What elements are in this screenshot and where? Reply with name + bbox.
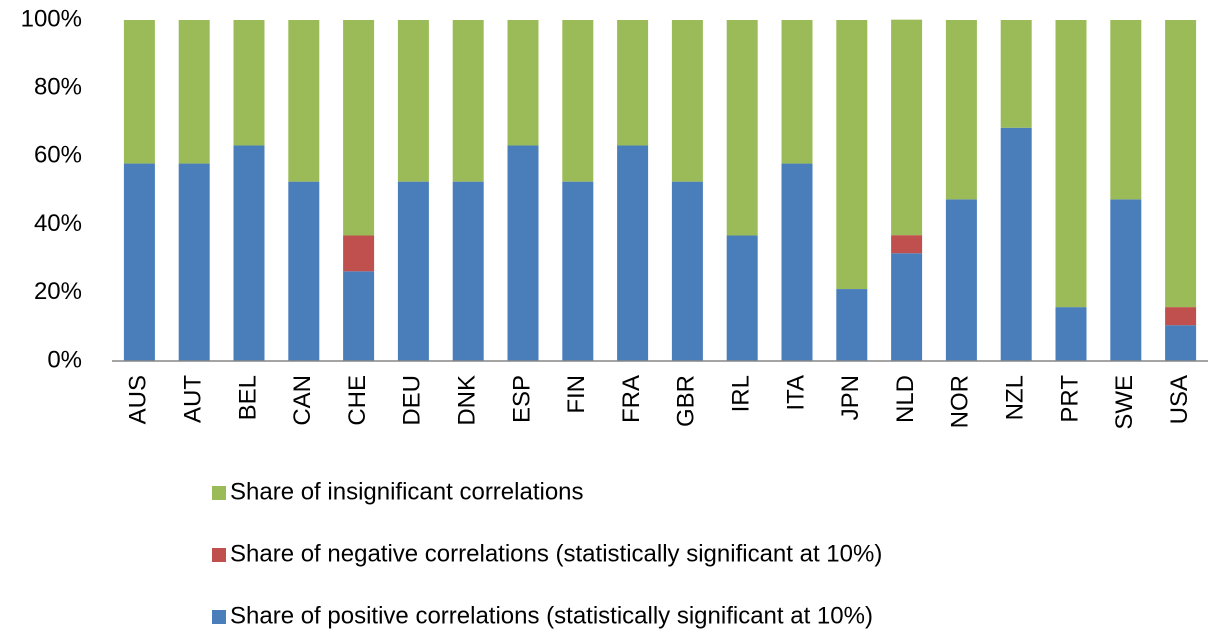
x-tick-label: USA	[1166, 375, 1193, 424]
bar-segment	[726, 20, 758, 236]
x-tick-label: CAN	[289, 375, 316, 426]
bar-segment	[343, 20, 375, 236]
bar-segment	[452, 181, 484, 361]
bar-segment	[781, 163, 813, 361]
bar-segment	[945, 20, 977, 200]
bar-segment	[233, 145, 265, 361]
x-tick-label: PRT	[1056, 375, 1083, 423]
y-tick-label: 0%	[47, 346, 82, 373]
bar-segment	[1055, 307, 1087, 361]
bar-segment	[397, 20, 429, 182]
x-tick-label: BEL	[234, 375, 261, 420]
bar-segment	[343, 235, 375, 272]
x-tick-label: NOR	[947, 375, 974, 428]
bar-segment	[671, 20, 703, 182]
legend-label: Share of insignificant correlations	[230, 478, 584, 505]
bar-segment	[178, 20, 210, 164]
bar-segment	[781, 20, 813, 164]
bar-segment	[123, 163, 155, 361]
bar-segment	[562, 181, 594, 361]
x-tick-label: AUS	[125, 375, 152, 424]
bar-segment	[1110, 20, 1142, 200]
bar-segment	[1000, 20, 1032, 128]
x-tick-label: ESP	[508, 375, 535, 423]
x-tick-label: AUT	[180, 375, 207, 423]
bar-segment	[452, 20, 484, 182]
x-tick-label: DNK	[454, 375, 481, 426]
y-tick-label: 60%	[34, 142, 82, 169]
y-tick-label: 80%	[34, 74, 82, 101]
bar-segment	[836, 20, 868, 290]
x-tick-label: NLD	[892, 375, 919, 423]
bar-segment	[1110, 199, 1142, 361]
legend-swatch	[212, 610, 226, 624]
bar-segment	[507, 145, 539, 361]
y-tick-label: 40%	[34, 210, 82, 237]
bar-segment	[1000, 127, 1032, 361]
bar-segment	[178, 163, 210, 361]
bar-segment	[233, 20, 265, 146]
bar-segment	[617, 145, 649, 361]
x-tick-label: CHE	[344, 375, 371, 426]
legend-label: Share of positive correlations (statisti…	[230, 602, 873, 629]
bar-segment	[891, 19, 923, 236]
bar-segment	[1165, 307, 1197, 326]
x-tick-label: SWE	[1111, 375, 1138, 430]
bar-segment	[1165, 325, 1197, 361]
x-tick-label: ITA	[782, 375, 809, 411]
bar-segment	[288, 181, 320, 361]
bar-segment	[1165, 20, 1197, 308]
x-tick-label: GBR	[673, 375, 700, 427]
legend-swatch	[212, 486, 226, 500]
bar-segment	[507, 20, 539, 146]
bar-segment	[891, 235, 923, 254]
bar-segment	[836, 289, 868, 361]
bar-segment	[891, 253, 923, 361]
bar-segment	[288, 20, 320, 182]
legend-label: Share of negative correlations (statisti…	[230, 540, 882, 567]
bar-segment	[562, 20, 594, 182]
x-tick-label: IRL	[728, 375, 755, 412]
legend-swatch	[212, 548, 226, 562]
x-tick-label: FRA	[618, 375, 645, 423]
bar-segment	[397, 181, 429, 361]
bar-segment	[945, 199, 977, 361]
bar-segment	[1055, 20, 1087, 308]
bar-segment	[343, 271, 375, 361]
x-tick-label: JPN	[837, 375, 864, 420]
bar-segment	[123, 20, 155, 164]
x-tick-label: DEU	[399, 375, 426, 426]
x-tick-label: FIN	[563, 375, 590, 414]
bar-segment	[671, 181, 703, 361]
y-tick-label: 100%	[21, 5, 82, 32]
bar-segment	[617, 20, 649, 146]
y-tick-label: 20%	[34, 278, 82, 305]
x-tick-label: NZL	[1002, 375, 1029, 420]
bar-segment	[726, 235, 758, 361]
